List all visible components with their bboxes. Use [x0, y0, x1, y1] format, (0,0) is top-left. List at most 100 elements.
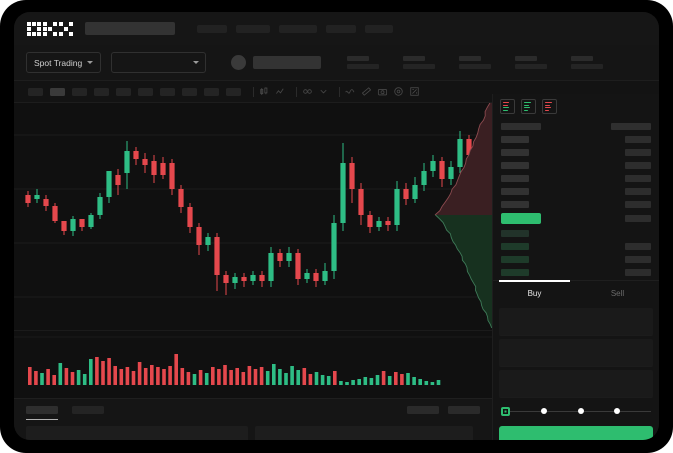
- chevron-down-icon[interactable]: [318, 86, 329, 97]
- volume-bar-53: [351, 380, 355, 385]
- candlestick-icon[interactable]: [259, 86, 270, 97]
- bottom-tab-right-1[interactable]: [448, 406, 480, 414]
- orderbook-row-5[interactable]: [501, 186, 651, 196]
- volume-bar-50: [333, 371, 337, 385]
- orderbook-row-9[interactable]: [501, 241, 651, 251]
- slider-track[interactable]: [546, 410, 578, 412]
- chart-gridlines: [14, 134, 492, 352]
- trading-mode-selector[interactable]: Spot Trading: [26, 52, 102, 73]
- orderbook-last-price: [501, 213, 541, 224]
- volume-bar-46: [308, 374, 313, 385]
- slider-stop-2[interactable]: [577, 408, 584, 414]
- orderbook-row-10[interactable]: [501, 254, 651, 264]
- tab-sell[interactable]: Sell: [576, 281, 659, 304]
- camera-icon[interactable]: [377, 86, 388, 97]
- candle-body-41: [394, 189, 400, 225]
- bottom-card-1[interactable]: [255, 426, 473, 440]
- indicator-icon[interactable]: [302, 86, 313, 97]
- volume-bar-54: [357, 379, 361, 385]
- candle-body-5: [70, 219, 76, 231]
- orderbook-asks-icon[interactable]: [542, 99, 557, 114]
- top-nav-item-4[interactable]: [326, 24, 356, 33]
- submit-order-button[interactable]: [499, 426, 653, 440]
- bottom-tabs-right[interactable]: [407, 406, 480, 414]
- order-form-field-1[interactable]: [499, 339, 653, 367]
- top-nav-links[interactable]: [85, 22, 402, 35]
- candle-body-20: [205, 237, 211, 245]
- ruler-icon[interactable]: [361, 86, 372, 97]
- top-nav-item-1[interactable]: [197, 24, 227, 33]
- top-nav-item-2[interactable]: [236, 24, 270, 33]
- order-form-fields[interactable]: [493, 304, 659, 398]
- orderbook-row-6[interactable]: [501, 199, 651, 209]
- settings-icon[interactable]: [393, 86, 404, 97]
- candle-body-29: [286, 253, 292, 261]
- volume-bar-4: [52, 375, 56, 385]
- bottom-tabs[interactable]: [14, 399, 492, 420]
- bottom-tab-1[interactable]: [72, 406, 104, 414]
- orderbook-bids-icon[interactable]: [521, 99, 536, 114]
- timeframe-button-4[interactable]: [116, 87, 131, 96]
- candle-body-14: [151, 161, 157, 175]
- order-form-field-2[interactable]: [499, 370, 653, 398]
- orderbook-row-1[interactable]: [501, 134, 651, 144]
- orderbook-row-4[interactable]: [501, 173, 651, 183]
- top-nav-item-3[interactable]: [279, 24, 317, 33]
- orderbook-ask-price: [501, 161, 529, 169]
- amount-slider[interactable]: [493, 401, 659, 421]
- candle-body-4: [61, 221, 67, 231]
- volume-bar-33: [229, 370, 233, 385]
- slider-track[interactable]: [620, 410, 651, 412]
- market-stat-3: [515, 56, 548, 69]
- timeframe-button-2[interactable]: [72, 87, 87, 96]
- volume-bar-9: [82, 374, 87, 385]
- timeframe-button-6[interactable]: [160, 87, 175, 96]
- slider-stop-3[interactable]: [614, 408, 621, 414]
- volume-bar-2: [40, 373, 44, 385]
- orderbook-rows[interactable]: [493, 119, 659, 277]
- bottom-tab-0[interactable]: [26, 406, 58, 420]
- orderbook-both-icon[interactable]: [500, 99, 515, 114]
- volume-bar-38: [259, 367, 264, 385]
- depth-chart-overlay: [434, 103, 492, 328]
- timeframe-button-0[interactable]: [28, 87, 43, 96]
- timeframe-button-7[interactable]: [182, 87, 197, 96]
- volume-bar-40: [272, 364, 276, 385]
- volume-bar-59: [387, 376, 392, 385]
- slider-track[interactable]: [583, 410, 615, 412]
- okx-logo-icon[interactable]: [27, 21, 73, 36]
- timeframe-button-5[interactable]: [138, 87, 153, 96]
- timeframe-button-3[interactable]: [94, 87, 109, 96]
- timeframe-button-1[interactable]: [50, 87, 65, 96]
- orderbook-view-toggles[interactable]: [493, 94, 659, 119]
- order-form-tabs[interactable]: Buy Sell: [493, 280, 659, 304]
- order-form-field-0[interactable]: [499, 308, 653, 336]
- top-nav-item-5[interactable]: [365, 24, 393, 33]
- timeframe-buttons[interactable]: [28, 87, 248, 96]
- orderbook-row-7[interactable]: [501, 212, 651, 225]
- orderbook-row-2[interactable]: [501, 147, 651, 157]
- candle-body-28: [277, 253, 283, 261]
- timeframe-button-9[interactable]: [226, 87, 241, 96]
- volume-bar-36: [247, 366, 252, 385]
- current-pair-display[interactable]: [231, 55, 322, 70]
- orderbook-row-8[interactable]: [501, 228, 651, 238]
- line-chart-icon[interactable]: [275, 86, 286, 97]
- tab-buy[interactable]: Buy: [493, 280, 576, 304]
- fullscreen-icon[interactable]: [409, 86, 420, 97]
- timeframe-button-8[interactable]: [204, 87, 219, 96]
- chevron-down-icon: [193, 61, 200, 64]
- orderbook-row-11[interactable]: [501, 267, 651, 277]
- bottom-card-0[interactable]: [26, 426, 248, 440]
- slider-handle-icon[interactable]: [501, 406, 510, 416]
- orderbook-row-3[interactable]: [501, 160, 651, 170]
- wave-icon[interactable]: [345, 86, 356, 97]
- slider-stop-1[interactable]: [540, 408, 547, 414]
- orderbook-row-0[interactable]: [501, 121, 651, 131]
- volume-chart[interactable]: [14, 330, 492, 392]
- bottom-tab-right-0[interactable]: [407, 406, 439, 414]
- slider-track[interactable]: [510, 410, 541, 412]
- top-nav-item-0[interactable]: [85, 22, 175, 35]
- volume-bar-55: [363, 377, 368, 385]
- pair-select[interactable]: [111, 52, 207, 73]
